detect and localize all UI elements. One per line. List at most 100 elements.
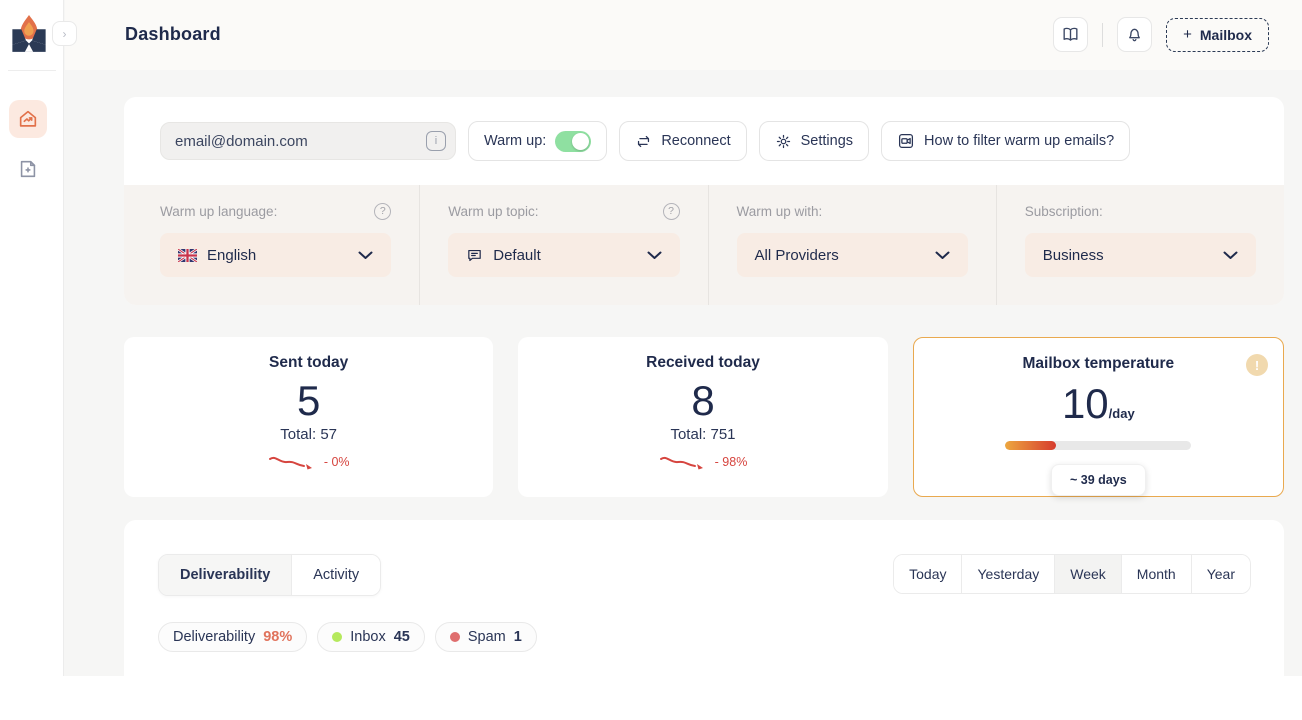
help-icon[interactable]: ? — [374, 202, 392, 220]
legend-badges: Deliverability 98% Inbox 45 Spam 1 — [124, 596, 1284, 652]
plus-icon: + — [1183, 26, 1192, 43]
header-divider — [1102, 22, 1104, 47]
email-input[interactable] — [160, 122, 456, 160]
providers-dropdown[interactable]: All Providers — [736, 233, 968, 277]
home-chart-icon — [17, 108, 39, 130]
analytics-card: Deliverability Activity Today Yesterday … — [124, 520, 1284, 720]
received-trend: - 98% — [659, 453, 747, 471]
temperature-progress-fill — [1005, 441, 1056, 450]
deliverability-badge[interactable]: Deliverability 98% — [158, 622, 308, 652]
email-field-wrap: i — [160, 122, 456, 160]
uk-flag-icon — [178, 248, 197, 262]
mailbox-temperature-card: ! Mailbox temperature 10 /day ~ 39 days — [912, 337, 1284, 497]
spam-dot-icon — [449, 632, 460, 642]
sidebar-item-dashboard[interactable] — [9, 100, 47, 138]
option-subscription: Subscription: Business — [995, 185, 1284, 305]
temperature-value-row: 10 /day — [1062, 375, 1135, 427]
option-language: Warm up language: ? English — [124, 185, 419, 305]
mailbox-options-row: Warm up language: ? English — [124, 185, 1284, 305]
chevron-down-icon — [647, 251, 662, 260]
range-year[interactable]: Year — [1190, 555, 1250, 593]
bell-icon — [1125, 25, 1144, 44]
info-icon[interactable]: i — [426, 131, 446, 151]
temperature-eta-button[interactable]: ~ 39 days — [1051, 464, 1146, 496]
chat-icon — [466, 247, 483, 264]
warmup-toggle[interactable] — [555, 130, 592, 152]
option-topic: Warm up topic: ? Default — [419, 185, 707, 305]
received-value: 8 — [691, 377, 715, 424]
reconnect-label: Reconnect — [661, 133, 731, 149]
settings-label: Settings — [800, 133, 854, 149]
add-mailbox-button[interactable]: + Mailbox — [1166, 17, 1269, 52]
mailbox-card: i Warm up: Reconnect — [124, 97, 1284, 305]
spam-badge-label: Spam — [467, 629, 506, 645]
sent-trend: - 0% — [268, 453, 350, 471]
sidebar-collapse-button[interactable]: › — [52, 21, 77, 46]
sent-today-card: Sent today 5 Total: 57 - 0% — [124, 337, 494, 497]
analytics-tab-group: Deliverability Activity — [158, 554, 382, 596]
inbox-badge-value: 45 — [393, 629, 410, 645]
docs-button[interactable] — [1053, 17, 1089, 52]
providers-label: Warm up with: — [736, 203, 823, 219]
gear-icon — [775, 133, 792, 150]
page-title: Dashboard — [125, 24, 221, 44]
temperature-title: Mailbox temperature — [1022, 355, 1175, 372]
range-today[interactable]: Today — [894, 555, 962, 593]
warning-icon[interactable]: ! — [1245, 354, 1268, 376]
temperature-progress-bar — [1005, 441, 1192, 450]
tab-deliverability[interactable]: Deliverability — [159, 555, 293, 595]
topic-label: Warm up topic: — [448, 203, 539, 219]
reconnect-button[interactable]: Reconnect — [619, 121, 747, 161]
temperature-value: 10 — [1061, 380, 1109, 427]
sent-total: Total: 57 — [280, 426, 338, 444]
received-total: Total: 751 — [670, 426, 736, 444]
header: Dashboard + — [65, 0, 1302, 70]
spam-badge[interactable]: Spam 1 — [434, 622, 537, 652]
time-range-group: Today Yesterday Week Month Year — [893, 554, 1251, 594]
add-mailbox-label: Mailbox — [1199, 26, 1252, 43]
warmup-label: Warm up: — [484, 133, 547, 149]
subscription-dropdown[interactable]: Business — [1024, 233, 1256, 277]
video-tutorial-icon — [897, 132, 915, 150]
sparkline-down-icon — [268, 453, 320, 471]
filter-help-label: How to filter warm up emails? — [924, 133, 1115, 149]
language-dropdown[interactable]: English — [160, 233, 392, 277]
sparkline-down-icon — [659, 453, 711, 471]
notifications-button[interactable] — [1117, 17, 1153, 52]
inbox-badge[interactable]: Inbox 45 — [317, 622, 425, 652]
reconnect-icon — [635, 133, 652, 150]
file-plus-icon — [17, 158, 39, 180]
sent-trend-label: - 0% — [323, 455, 350, 470]
inbox-badge-label: Inbox — [350, 629, 386, 645]
filter-help-button[interactable]: How to filter warm up emails? — [881, 121, 1131, 161]
received-title: Received today — [646, 354, 760, 371]
topic-dropdown[interactable]: Default — [448, 233, 680, 277]
app-root: › Dashboard — [0, 0, 1302, 676]
tab-activity[interactable]: Activity — [292, 555, 381, 595]
language-value: English — [207, 246, 257, 264]
header-actions: + Mailbox — [1053, 17, 1269, 52]
deliverability-badge-label: Deliverability — [173, 629, 256, 645]
settings-button[interactable]: Settings — [758, 121, 870, 161]
chevron-down-icon — [935, 251, 950, 260]
sidebar-item-add-report[interactable] — [9, 150, 47, 188]
inbox-dot-icon — [332, 632, 343, 642]
book-icon — [1061, 25, 1080, 44]
option-providers: Warm up with: All Providers — [707, 185, 996, 305]
warmy-logo-icon — [10, 12, 48, 56]
warmup-toggle-group[interactable]: Warm up: — [468, 121, 608, 161]
spam-badge-value: 1 — [513, 629, 522, 645]
sent-value: 5 — [296, 377, 321, 424]
help-icon[interactable]: ? — [662, 202, 680, 220]
sidebar: › — [0, 0, 77, 676]
mailbox-controls-row: i Warm up: Reconnect — [124, 97, 1284, 185]
range-week[interactable]: Week — [1054, 555, 1121, 593]
range-yesterday[interactable]: Yesterday — [961, 555, 1055, 593]
providers-value: All Providers — [754, 246, 839, 264]
sent-title: Sent today — [269, 354, 349, 371]
range-month[interactable]: Month — [1120, 555, 1191, 593]
deliverability-badge-value: 98% — [263, 629, 293, 645]
subscription-label: Subscription: — [1024, 203, 1103, 219]
topic-value: Default — [493, 246, 541, 264]
stats-row: Sent today 5 Total: 57 - 0% Received tod… — [124, 337, 1284, 497]
